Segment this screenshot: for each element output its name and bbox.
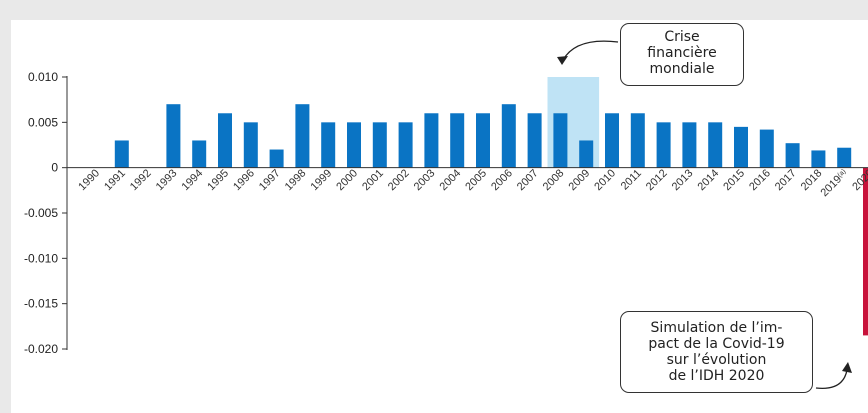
y-tick-label: -0.020 [24, 342, 58, 356]
bar-2004 [450, 113, 465, 168]
x-tick-label: 1994 [180, 167, 206, 193]
bar-2019 [837, 147, 852, 168]
bar-2018 [811, 150, 826, 168]
bar-1999 [321, 122, 336, 168]
covid-callout-line: sur l’évolution [666, 352, 767, 368]
bar-2002 [398, 122, 413, 168]
y-tick-label: 0.010 [28, 70, 58, 84]
chart-area: 0.010 0.005 0 -0.005 -0.010 -0.015 -0.020 1990 1… [11, 20, 868, 413]
x-tick-label: 1999 [309, 167, 335, 193]
bar-1998 [295, 104, 310, 168]
y-tick-label: 0 [51, 161, 58, 175]
x-tick-label: 2013 [670, 167, 696, 193]
bar-2000 [347, 122, 361, 168]
x-tick-label: 2007 [515, 167, 541, 193]
bar-2013 [682, 122, 697, 168]
covid-callout-line: Simulation de l’im- [650, 320, 783, 336]
y-tick-label: 0.005 [28, 115, 58, 129]
covid-arrow-line [815, 369, 848, 390]
x-tick-label: 1993 [154, 167, 180, 193]
bar-2009 [579, 140, 594, 168]
x-tick-label: 2009 [567, 167, 593, 193]
x-tick-label: 2003 [412, 167, 438, 193]
x-tick-label: 2004 [438, 167, 464, 193]
bar-2012 [656, 122, 671, 168]
x-tick-label: 1997 [257, 167, 283, 193]
bar-2016 [759, 129, 774, 168]
bar-1994 [192, 140, 207, 168]
x-tick-label: 2014 [696, 167, 722, 193]
x-tick-label: 2017 [773, 167, 799, 193]
x-tick-label: 2001 [360, 167, 386, 193]
crisis-arrow-line [562, 40, 619, 61]
bar-2015 [734, 126, 748, 168]
covid-callout-line: pact de la Covid-19 [648, 336, 785, 352]
x-tick-label: 2011 [619, 167, 644, 192]
crisis-callout-line: Crise [664, 29, 700, 45]
x-tick-label: 2000 [334, 167, 360, 193]
y-tick-label: -0.010 [24, 251, 58, 265]
y-tick-label: -0.005 [24, 206, 58, 220]
x-tick-label: 1995 [205, 167, 231, 193]
x-tick-label: 2010 [592, 167, 618, 193]
bar-2014 [708, 122, 723, 168]
x-tick-label: 1991 [102, 167, 128, 193]
x-tick-label: 2006 [489, 167, 515, 193]
bar-2010 [605, 113, 619, 168]
bar-2003 [424, 113, 439, 168]
x-tick-label: 2016 [747, 167, 773, 193]
covid-arrow-head [842, 362, 852, 373]
y-tick-label: -0.015 [24, 297, 58, 311]
covid-callout: Simulation de l’im- pact de la Covid-19 … [620, 311, 813, 393]
bar-1997 [269, 149, 284, 168]
crisis-callout-line: mondiale [649, 61, 715, 77]
bar-2001 [372, 122, 387, 168]
x-tick-label: 1992 [128, 167, 154, 193]
bar-2006 [501, 104, 516, 168]
x-tick-label: 1998 [283, 167, 309, 193]
x-tick-label: 2015 [721, 167, 747, 193]
bar-1995 [218, 113, 232, 168]
bar-1993 [166, 104, 181, 168]
x-tick-label: 2002 [386, 167, 412, 193]
bar-2005 [476, 113, 490, 168]
covid-callout-line: de l’IDH 2020 [668, 368, 765, 384]
bar-1996 [243, 122, 258, 168]
x-tick-label: 1990 [76, 167, 102, 193]
bar-2020 [863, 167, 868, 336]
crisis-callout-line: financière [647, 45, 717, 61]
crisis-arrow-head [557, 56, 568, 65]
bar-2011 [630, 113, 645, 168]
bar-2017 [785, 143, 800, 168]
x-tick-label: 1996 [231, 167, 257, 193]
crisis-callout: Crise financière mondiale [620, 23, 744, 86]
bar-1991 [114, 140, 129, 168]
x-tick-label: 2019(a) [818, 167, 850, 199]
x-tick-label: 2005 [463, 167, 489, 193]
bar-2007 [527, 113, 542, 168]
x-tick-label: 2012 [644, 167, 670, 193]
x-tick-label: 2008 [541, 167, 567, 193]
bar-2008 [553, 113, 568, 168]
